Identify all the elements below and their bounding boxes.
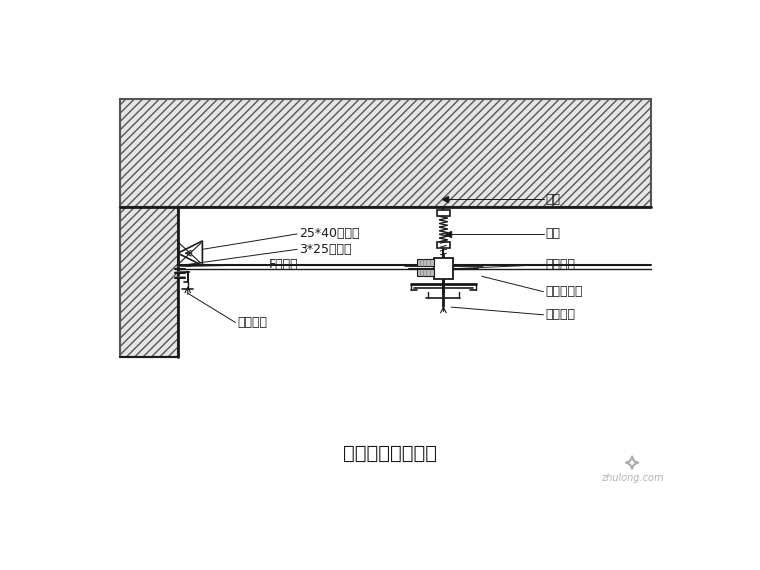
Bar [434, 258, 453, 279]
Text: 软膜天花: 软膜天花 [546, 308, 576, 321]
Bar [437, 242, 450, 248]
Bar [120, 99, 651, 207]
Text: 软膜天花节点详图: 软膜天花节点详图 [343, 444, 436, 463]
Text: F码龙骨: F码龙骨 [268, 258, 298, 271]
Bar [178, 207, 651, 357]
Text: 纵双码龙骨: 纵双码龙骨 [546, 285, 584, 298]
Text: 吊杆: 吊杆 [546, 193, 561, 206]
Bar [417, 259, 434, 266]
Bar [120, 207, 178, 357]
Polygon shape [178, 241, 202, 266]
Text: zhulong.com: zhulong.com [601, 473, 663, 483]
Text: 25*40木龙骨: 25*40木龙骨 [299, 227, 360, 241]
Text: 3*25自攻丝: 3*25自攻丝 [299, 243, 352, 256]
Text: 龙骨吊件: 龙骨吊件 [546, 258, 576, 271]
Text: 软膜天花: 软膜天花 [238, 316, 268, 329]
Text: 吊钩: 吊钩 [546, 227, 561, 241]
Bar [437, 210, 450, 216]
Bar [417, 270, 434, 275]
